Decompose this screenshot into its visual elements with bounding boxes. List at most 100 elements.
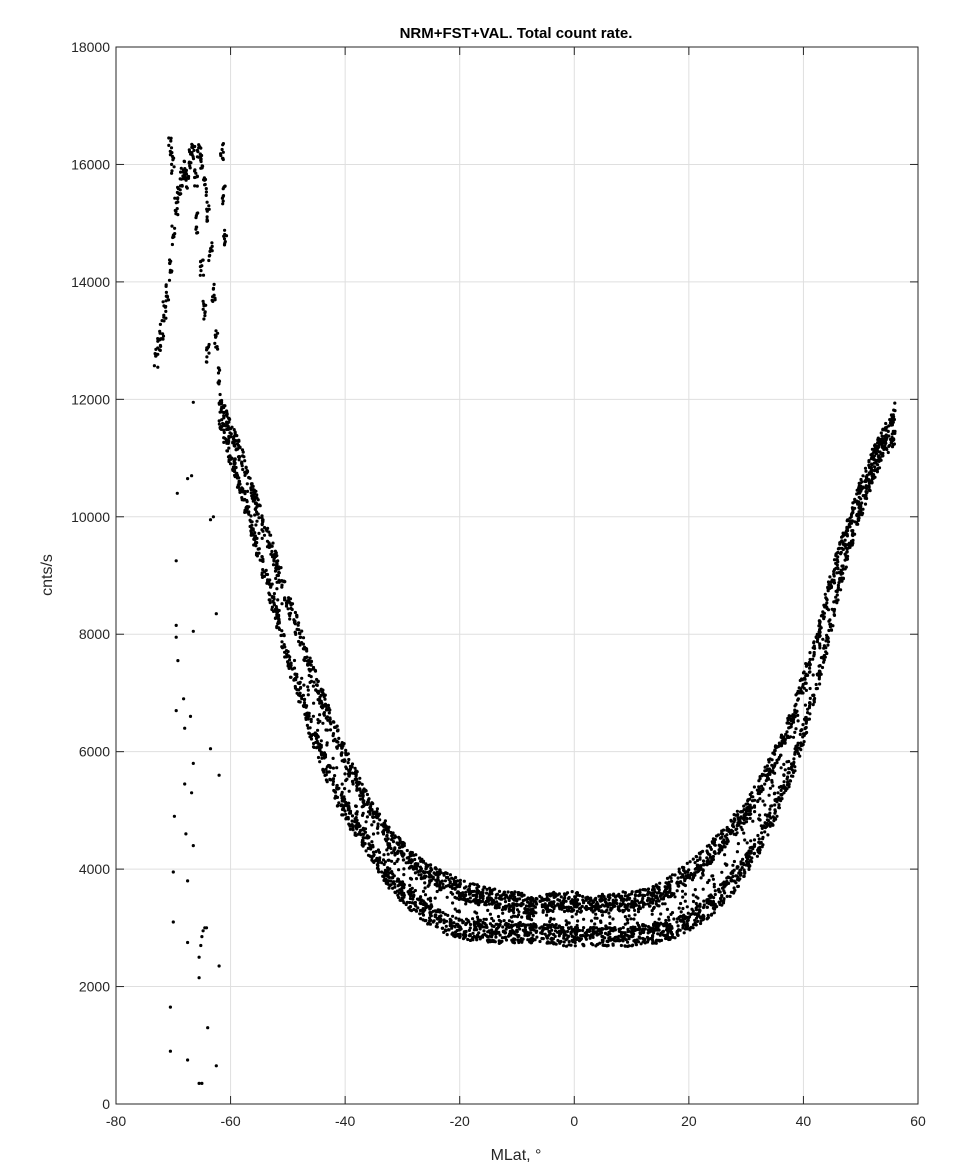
- data-point: [551, 902, 556, 906]
- data-point: [266, 526, 270, 531]
- data-point: [309, 737, 314, 741]
- data-point: [652, 898, 656, 902]
- data-point: [818, 624, 822, 628]
- data-point: [191, 629, 195, 633]
- data-point: [666, 929, 670, 933]
- data-point: [342, 758, 346, 762]
- data-point: [840, 564, 844, 568]
- data-point: [267, 598, 271, 602]
- data-point: [162, 319, 166, 323]
- data-point: [184, 832, 188, 836]
- data-point: [870, 481, 874, 485]
- data-point: [364, 820, 368, 824]
- data-point: [391, 836, 395, 840]
- data-point: [657, 899, 661, 903]
- data-point: [444, 924, 448, 928]
- data-point: [595, 904, 599, 908]
- data-point: [617, 934, 621, 938]
- data-point: [399, 851, 403, 855]
- data-point: [424, 902, 428, 906]
- data-point: [653, 894, 657, 898]
- data-point: [408, 894, 413, 898]
- data-point: [435, 870, 439, 875]
- data-point: [170, 151, 174, 155]
- data-point: [275, 562, 279, 566]
- data-point: [512, 937, 516, 941]
- data-point: [268, 601, 272, 605]
- data-point: [670, 911, 675, 915]
- data-point: [337, 801, 341, 805]
- data-point: [417, 898, 421, 902]
- data-point: [402, 867, 406, 871]
- data-point: [695, 858, 700, 863]
- data-point: [719, 832, 724, 836]
- data-point: [466, 937, 470, 942]
- data-point: [370, 840, 374, 844]
- data-point: [878, 450, 882, 454]
- data-point: [451, 901, 455, 905]
- data-point: [787, 785, 791, 789]
- data-point: [722, 844, 726, 849]
- data-point: [575, 927, 580, 932]
- data-point: [390, 870, 394, 874]
- data-point: [478, 895, 482, 899]
- data-point: [723, 853, 727, 857]
- data-point: [512, 910, 516, 915]
- data-point: [575, 909, 580, 914]
- data-point: [677, 906, 681, 910]
- data-point: [164, 284, 168, 288]
- data-point: [827, 582, 831, 587]
- data-point: [705, 916, 710, 921]
- data-point: [311, 684, 315, 688]
- data-point: [696, 896, 700, 900]
- data-point: [237, 455, 242, 459]
- data-point: [332, 720, 336, 724]
- data-point: [658, 881, 662, 885]
- data-point: [335, 729, 340, 733]
- data-point: [505, 904, 509, 908]
- data-point: [546, 941, 550, 945]
- data-point: [665, 876, 670, 881]
- data-point: [702, 862, 706, 866]
- data-point: [633, 908, 637, 913]
- data-point: [713, 892, 717, 897]
- data-point: [867, 481, 872, 485]
- data-point: [346, 801, 350, 805]
- data-point: [804, 688, 809, 693]
- data-point: [400, 880, 405, 884]
- chart-title: NRM+FST+VAL. Total count rate.: [400, 25, 633, 42]
- data-point: [509, 923, 513, 927]
- data-point: [597, 928, 601, 932]
- data-point: [633, 913, 637, 917]
- data-point: [496, 925, 501, 929]
- data-point: [745, 841, 749, 845]
- data-point: [696, 866, 700, 870]
- data-point: [477, 889, 481, 894]
- data-point: [635, 899, 640, 903]
- data-point: [201, 307, 205, 311]
- data-point: [541, 910, 545, 914]
- data-point: [297, 621, 301, 625]
- data-point: [481, 921, 485, 925]
- data-point: [856, 502, 860, 506]
- data-point: [255, 493, 259, 497]
- data-point: [746, 798, 750, 802]
- data-point: [302, 647, 306, 651]
- data-point: [212, 293, 216, 297]
- data-point: [623, 894, 627, 898]
- data-point: [817, 677, 821, 681]
- data-point: [351, 825, 355, 830]
- data-point: [234, 472, 238, 476]
- data-point: [288, 601, 292, 605]
- data-point: [786, 780, 790, 785]
- data-point: [553, 895, 557, 899]
- data-point: [413, 857, 417, 862]
- data-point: [458, 884, 462, 889]
- data-point: [309, 717, 313, 721]
- data-point: [782, 762, 786, 767]
- data-point: [432, 871, 436, 875]
- data-point: [398, 880, 402, 884]
- data-point: [167, 278, 172, 282]
- data-point: [603, 900, 608, 904]
